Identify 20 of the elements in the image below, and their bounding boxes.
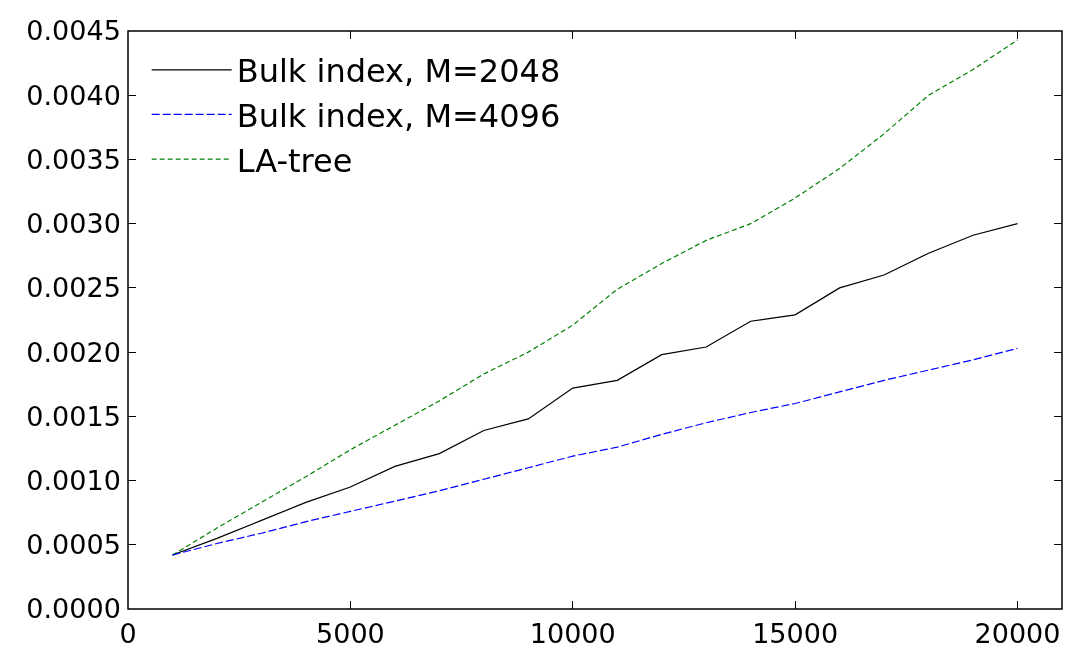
y-tick-label: 0.0035 — [26, 143, 121, 175]
line-series — [171, 347, 1019, 556]
line-series — [171, 39, 1019, 556]
y-tick-label: 0.0025 — [26, 272, 121, 304]
legend-label: Bulk index, M=2048 — [236, 52, 561, 91]
x-tick-label: 5000 — [316, 618, 385, 650]
y-tick-label: 0.0010 — [26, 465, 121, 497]
y-tick-label: 0.0005 — [26, 529, 121, 561]
y-tick-label: 0.0020 — [26, 336, 121, 368]
x-tick-label: 0 — [119, 618, 137, 650]
x-tick-label: 20000 — [974, 618, 1061, 650]
y-tick-label: 0.0015 — [26, 400, 121, 432]
y-tick-label: 0.0030 — [26, 208, 121, 240]
legend-label: LA-tree — [236, 141, 353, 180]
x-tick-label: 15000 — [752, 618, 839, 650]
legend-label: Bulk index, M=4096 — [236, 96, 561, 135]
y-tick-label: 0.0040 — [26, 79, 121, 111]
y-tick-label: 0.0045 — [26, 15, 121, 47]
x-tick-label: 10000 — [529, 618, 616, 650]
y-tick-label: 0.0000 — [26, 593, 121, 625]
